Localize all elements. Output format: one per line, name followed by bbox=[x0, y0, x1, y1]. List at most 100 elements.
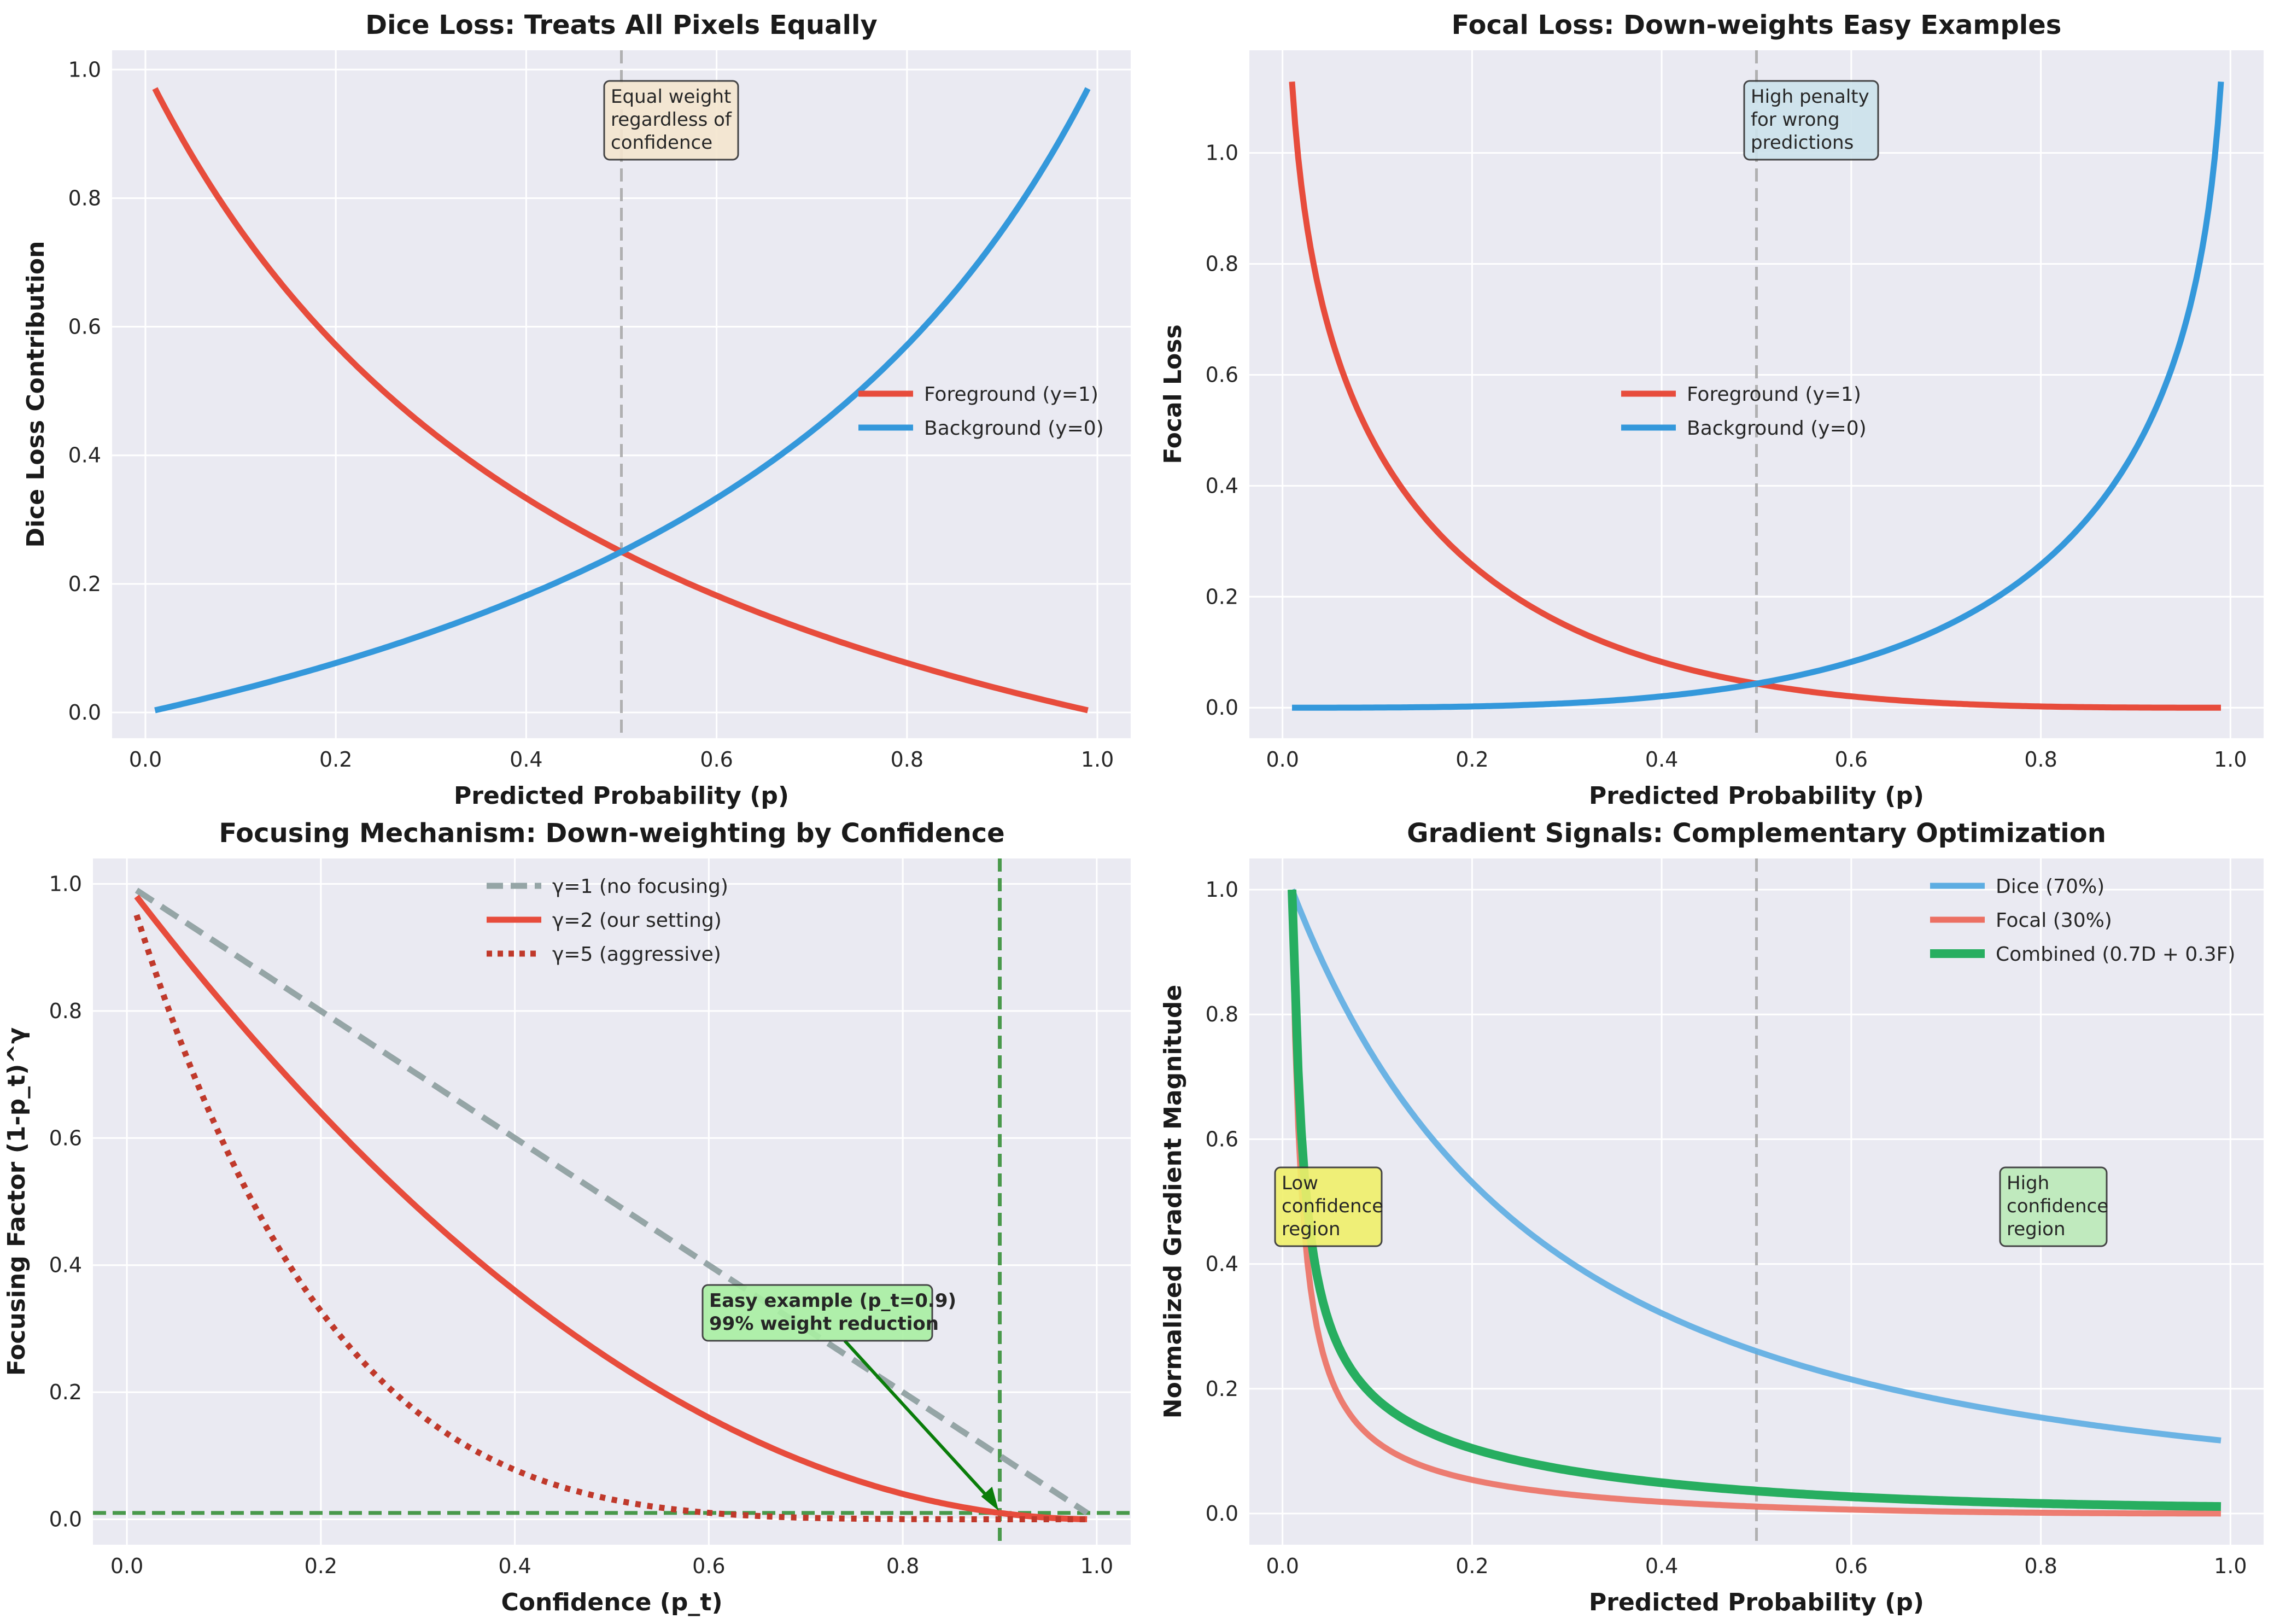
y-tick-label: 0.2 bbox=[1206, 1377, 1238, 1401]
chart-title: Focal Loss: Down-weights Easy Examples bbox=[1452, 10, 2062, 40]
annotation-text: regardless of bbox=[611, 109, 732, 131]
y-tick-label: 1.0 bbox=[1206, 141, 1238, 165]
legend-label: Focal (30%) bbox=[1996, 909, 2112, 932]
annotation-arrowhead bbox=[981, 1486, 999, 1511]
legend-label: γ=2 (our setting) bbox=[552, 909, 722, 932]
annotation-text: High penalty bbox=[1751, 86, 1869, 108]
series-line-2 bbox=[154, 87, 1091, 714]
y-tick-label: 0.6 bbox=[1206, 1127, 1238, 1151]
legend-label: Background (y=0) bbox=[924, 417, 1104, 440]
x-tick-label: 0.8 bbox=[891, 747, 923, 772]
x-tick-label: 0.0 bbox=[1266, 1554, 1299, 1578]
x-tick-label: 0.2 bbox=[305, 1554, 337, 1578]
x-tick-label: 1.0 bbox=[1080, 1554, 1113, 1578]
x-tick-label: 0.6 bbox=[1835, 747, 1868, 772]
x-axis-label: Confidence (p_t) bbox=[501, 1588, 722, 1616]
legend-label: Background (y=0) bbox=[1687, 417, 1867, 440]
y-tick-label: 0.8 bbox=[68, 186, 101, 210]
annotation-text: confidence bbox=[2007, 1195, 2108, 1217]
annotation-text: region bbox=[1282, 1218, 1341, 1240]
x-tick-label: 0.4 bbox=[1645, 747, 1678, 772]
x-tick-label: 0.6 bbox=[1835, 1554, 1868, 1578]
x-tick-label: 0.6 bbox=[692, 1554, 725, 1578]
x-tick-label: 0.0 bbox=[110, 1554, 143, 1578]
x-tick-label: 0.2 bbox=[1455, 1554, 1488, 1578]
y-tick-label: 0.4 bbox=[1206, 1252, 1238, 1276]
series-line-2 bbox=[1292, 81, 2224, 711]
x-tick-label: 1.0 bbox=[1081, 747, 1114, 772]
y-tick-label: 1.0 bbox=[49, 872, 82, 896]
annotation-box bbox=[603, 80, 739, 161]
y-axis-label: Focusing Factor (1-p_t)^γ bbox=[3, 1027, 31, 1376]
annotation-text: confidence bbox=[611, 132, 712, 154]
series-line-2 bbox=[134, 895, 1088, 1522]
y-tick-label: 0.6 bbox=[1206, 363, 1238, 387]
x-tick-label: 0.4 bbox=[510, 747, 542, 772]
annotation-text: predictions bbox=[1751, 132, 1854, 154]
chart-title: Focusing Mechanism: Down-weighting by Co… bbox=[219, 818, 1004, 849]
series-line-2 bbox=[1289, 889, 2221, 1517]
chart-title: Dice Loss: Treats All Pixels Equally bbox=[365, 10, 878, 40]
x-tick-label: 0.0 bbox=[129, 747, 162, 772]
y-tick-label: 0.4 bbox=[49, 1253, 82, 1277]
x-tick-label: 0.6 bbox=[700, 747, 733, 772]
y-tick-label: 0.4 bbox=[68, 443, 101, 468]
annotation-text: Easy example (p_t=0.9) bbox=[709, 1290, 956, 1312]
y-axis-label: Focal Loss bbox=[1159, 324, 1187, 464]
x-axis-label: Predicted Probability (p) bbox=[1589, 782, 1924, 810]
x-tick-label: 0.8 bbox=[886, 1554, 919, 1578]
legend-label: γ=1 (no focusing) bbox=[552, 875, 728, 898]
series-line-3 bbox=[133, 914, 1088, 1522]
y-tick-label: 0.0 bbox=[1206, 1502, 1238, 1526]
chart-panel-3: 0.0 0.2 0.4 0.6 0.8 1.0 0.0 0.2 0.4 0.6 0.8 1.0 Easy… bbox=[3, 818, 1131, 1616]
x-tick-label: 1.0 bbox=[2214, 1554, 2247, 1578]
series-line-1 bbox=[135, 887, 1089, 1516]
annotation-box bbox=[701, 1284, 933, 1342]
annotation-box bbox=[1999, 1166, 2108, 1247]
y-tick-label: 0.2 bbox=[1206, 585, 1238, 609]
annotation-text: 99% weight reduction bbox=[709, 1313, 939, 1335]
legend-label: Combined (0.7D + 0.3F) bbox=[1996, 943, 2235, 966]
annotation-text: confidence bbox=[1282, 1195, 1383, 1217]
y-axis-label: Dice Loss Contribution bbox=[22, 241, 50, 548]
y-tick-label: 0.0 bbox=[68, 700, 101, 725]
annotation-text: High bbox=[2007, 1172, 2049, 1194]
chart-panel-2: 0.0 0.2 0.4 0.6 0.8 1.0 0.0 0.2 0.4 0.6 0.8 1.0 High… bbox=[1159, 10, 2264, 810]
y-tick-label: 1.0 bbox=[68, 57, 101, 81]
annotation-text: Low bbox=[1282, 1172, 1318, 1194]
x-tick-label: 1.0 bbox=[2214, 747, 2247, 772]
y-tick-label: 0.8 bbox=[49, 999, 82, 1023]
x-axis-label: Predicted Probability (p) bbox=[1589, 1588, 1924, 1616]
x-tick-label: 0.4 bbox=[1645, 1554, 1678, 1578]
y-tick-label: 0.6 bbox=[68, 315, 101, 339]
y-axis-label: Normalized Gradient Magnitude bbox=[1159, 985, 1187, 1418]
legend-label: Dice (70%) bbox=[1996, 875, 2104, 898]
annotation-box bbox=[1274, 1166, 1383, 1247]
y-tick-label: 0.6 bbox=[49, 1126, 82, 1150]
x-tick-label: 0.2 bbox=[1455, 747, 1488, 772]
y-tick-label: 0.0 bbox=[1206, 696, 1238, 720]
chart-title: Gradient Signals: Complementary Optimiza… bbox=[1407, 818, 2106, 849]
annotation-arrow bbox=[843, 1339, 997, 1506]
y-tick-label: 0.2 bbox=[68, 572, 101, 596]
x-tick-label: 0.8 bbox=[2024, 1554, 2057, 1578]
series-line-1 bbox=[1289, 888, 2221, 1444]
y-tick-label: 0.0 bbox=[49, 1508, 82, 1532]
annotation-text: for wrong bbox=[1751, 109, 1840, 131]
legend-label: Foreground (y=1) bbox=[1687, 383, 1861, 406]
x-axis-label: Predicted Probability (p) bbox=[454, 782, 789, 810]
chart-panel-4: 0.0 0.2 0.4 0.6 0.8 1.00.00.20.40.60.81.0Lowc… bbox=[1159, 818, 2264, 1616]
annotation-text: region bbox=[2007, 1218, 2066, 1240]
x-tick-label: 0.4 bbox=[498, 1554, 531, 1578]
y-tick-label: 1.0 bbox=[1206, 878, 1238, 902]
y-tick-label: 0.4 bbox=[1206, 474, 1238, 498]
annotation-box bbox=[1743, 80, 1879, 161]
annotation-text: Equal weight bbox=[611, 86, 731, 108]
x-tick-label: 0.0 bbox=[1266, 747, 1299, 772]
x-tick-label: 0.8 bbox=[2024, 747, 2057, 772]
y-tick-label: 0.8 bbox=[1206, 1002, 1238, 1026]
legend-label: Foreground (y=1) bbox=[924, 383, 1098, 406]
y-tick-label: 0.2 bbox=[49, 1380, 82, 1404]
series-line-3 bbox=[1288, 889, 2223, 1511]
